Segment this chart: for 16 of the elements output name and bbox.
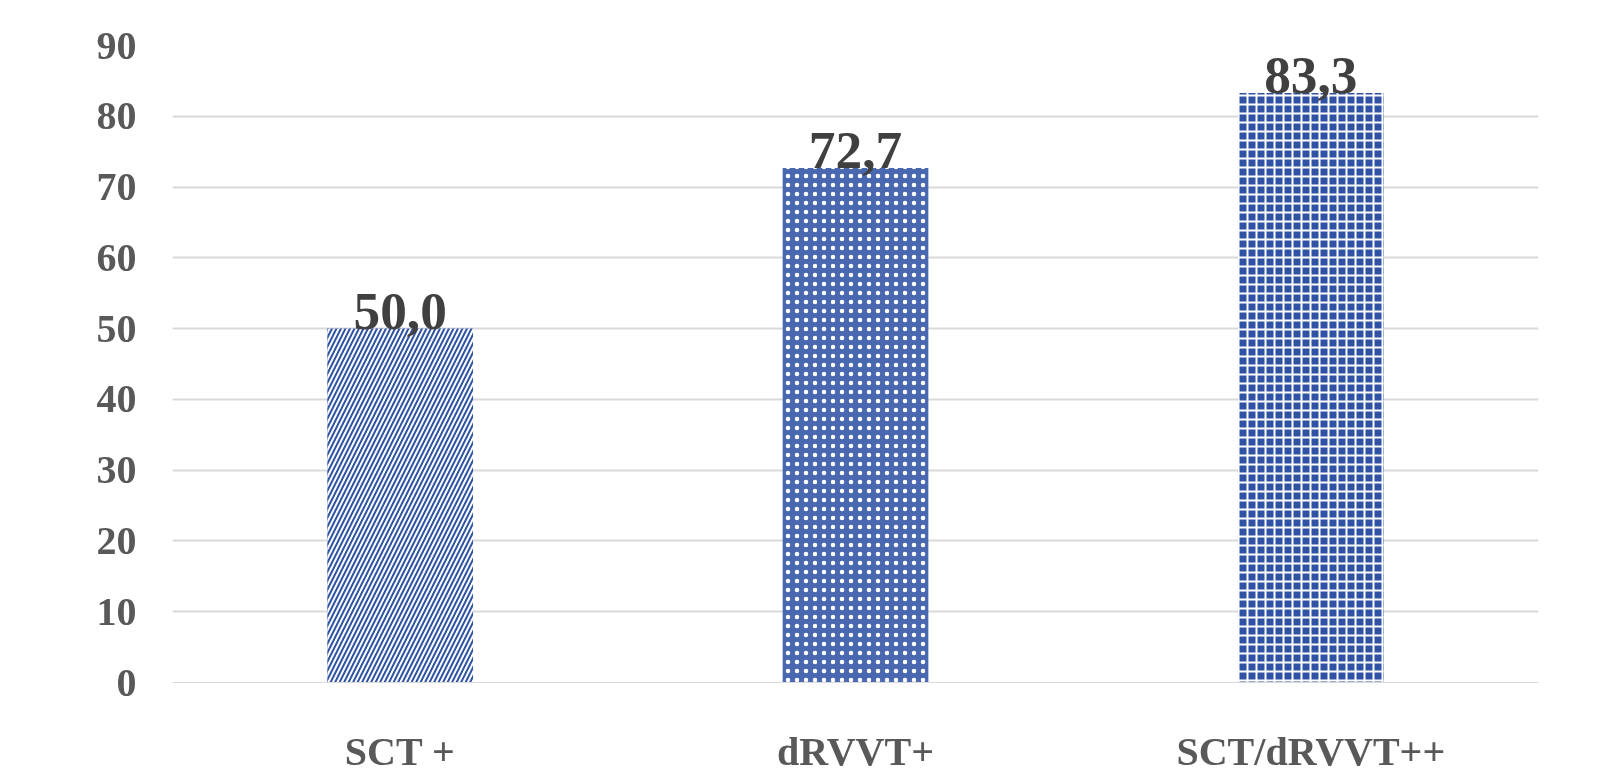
y-tick-label: 50 bbox=[96, 305, 137, 351]
y-tick-label: 40 bbox=[96, 376, 137, 422]
y-tick-label: 60 bbox=[96, 234, 137, 280]
data-label: 83,3 bbox=[1264, 44, 1358, 105]
y-tick-label: 0 bbox=[116, 659, 137, 705]
data-label: 72,7 bbox=[808, 119, 903, 180]
x-tick-label: dRVVT+ bbox=[777, 728, 934, 774]
y-tick-label: 20 bbox=[96, 517, 137, 563]
data-label: 50,0 bbox=[353, 280, 447, 341]
x-tick-label: SCT + bbox=[344, 728, 455, 774]
y-tick-label: 70 bbox=[96, 164, 137, 210]
y-tick-label: 80 bbox=[96, 93, 137, 139]
y-tick-label: 90 bbox=[96, 22, 137, 68]
x-tick-label: SCT/dRVVT++ bbox=[1176, 728, 1446, 774]
y-tick-label: 30 bbox=[96, 447, 137, 493]
y-tick-label: 10 bbox=[96, 588, 137, 634]
